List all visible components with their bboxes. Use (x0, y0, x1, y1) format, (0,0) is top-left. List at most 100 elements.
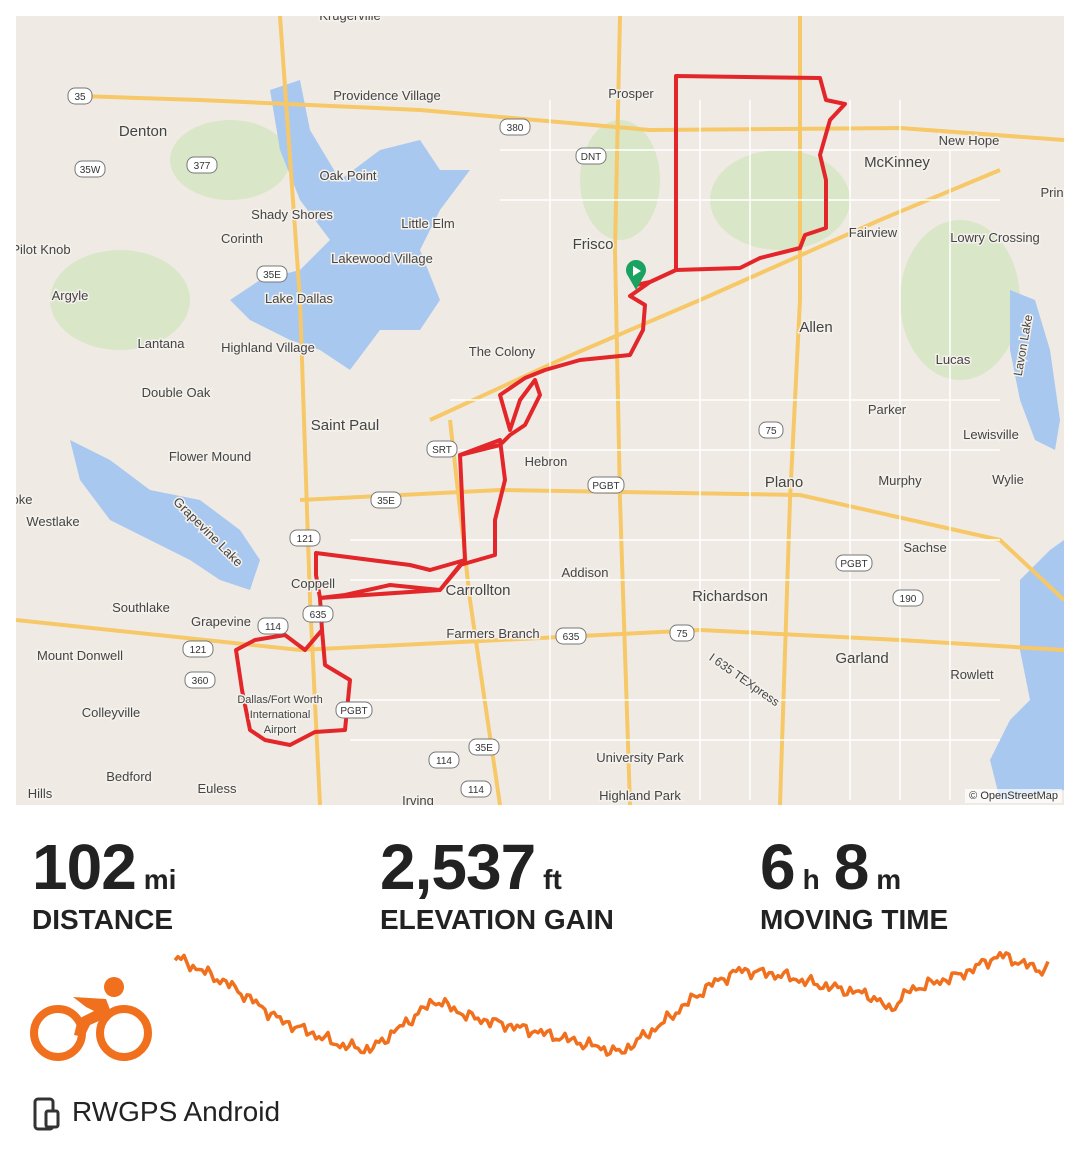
app-name: RWGPS Android (72, 1096, 281, 1127)
shield-label: PGBT (592, 481, 619, 492)
shield (74, 160, 106, 178)
stat-unit: m (876, 864, 902, 895)
map-label: Farmers Branch (446, 626, 539, 641)
shield-label: 121 (190, 645, 207, 656)
shield-label: 635 (563, 632, 580, 643)
shield-label: PGBT (840, 559, 867, 570)
map-label: Richardson (692, 588, 768, 605)
map-label: Westlake (26, 514, 79, 529)
streets (350, 100, 1000, 800)
shield (555, 627, 587, 645)
stat-number: 6 (760, 831, 796, 903)
map-label: Euless (197, 781, 237, 796)
shield (426, 440, 458, 458)
shield (67, 87, 93, 105)
stat-unit: mi (143, 864, 177, 895)
map-label: Carrollton (445, 582, 510, 599)
shield-label: 360 (192, 676, 209, 687)
stat-number: 2,537 (380, 831, 536, 903)
map-label: Lantana (138, 336, 186, 351)
shield-label: 75 (765, 426, 777, 437)
map-label: Bedford (106, 769, 152, 784)
map-label: Colleyville (82, 705, 141, 720)
stat: 102 mi DISTANCE (32, 830, 190, 936)
map-label: Lake Dallas (265, 291, 333, 306)
map-label: Dallas/Fort Worth (237, 694, 322, 706)
map-label: Sachse (903, 540, 946, 555)
shield (499, 118, 531, 136)
map-label: Pilot Knob (16, 242, 71, 257)
map-label: Plano (765, 474, 803, 491)
map-attribution: © OpenStreetMap (965, 789, 1062, 803)
map-label: Prin (1040, 185, 1063, 200)
shield-label: 35E (377, 496, 395, 507)
stat-value: 2,537 ft (380, 830, 614, 904)
shield (257, 617, 289, 635)
shield (184, 671, 216, 689)
stat-unit: h (802, 864, 820, 895)
route (234, 74, 847, 747)
shield (302, 605, 334, 623)
map[interactable]: Krugerville Providence Village Prosper Dent… (16, 16, 1064, 805)
shield (370, 491, 402, 509)
map-label: Prosper (608, 86, 654, 101)
shield (256, 265, 288, 283)
stat-number: 102 (32, 831, 137, 903)
shield-label: 114 (265, 622, 281, 633)
device-icon (33, 1097, 60, 1131)
map-label: Denton (119, 123, 167, 140)
shield (669, 624, 695, 642)
cycling-icon (30, 977, 152, 1061)
map-label: Parker (868, 402, 907, 417)
stat-unit: ft (543, 864, 562, 895)
shield-label: SRT (432, 445, 452, 456)
stat-number: 8 (833, 831, 870, 903)
shield-label: 380 (507, 123, 524, 134)
shield-label: DNT (581, 152, 602, 163)
map-label: International (250, 709, 311, 721)
map-label: Lewisville (963, 427, 1019, 442)
map-label: Rowlett (950, 667, 994, 682)
map-label: Addison (562, 565, 609, 580)
shield-label: 114 (468, 785, 484, 796)
map-label: Irving (402, 793, 434, 805)
shield (186, 156, 218, 174)
map-label: Double Oak (142, 385, 211, 400)
shield-label: 75 (676, 629, 688, 640)
stat-value: 102 mi (32, 830, 190, 904)
shield (587, 476, 625, 494)
elevation-profile (173, 950, 1050, 1057)
map-label: Frisco (573, 236, 614, 253)
map-label: Allen (799, 319, 832, 336)
shield-label: 35 (74, 92, 86, 103)
map-label: New Hope (939, 133, 1000, 148)
shield-label: 35E (263, 270, 281, 281)
stat: 2,537 ft ELEVATION GAIN (380, 830, 614, 936)
shield (335, 701, 373, 719)
map-label: Lucas (936, 352, 971, 367)
shield (892, 589, 924, 607)
map-label: Flower Mound (169, 449, 251, 464)
stat-label: ELEVATION GAIN (380, 904, 614, 935)
stat-label: DISTANCE (32, 904, 174, 935)
map-label: Airport (264, 724, 296, 736)
shield-label: PGBT (340, 706, 367, 717)
map-label: McKinney (864, 154, 930, 171)
map-label: Hills (28, 786, 53, 801)
shield-label: 114 (436, 756, 452, 767)
stat: 6 h 8 m MOVING TIME (760, 830, 948, 936)
shield-label: 35E (475, 743, 493, 754)
map-label: Mount Donwell (37, 648, 123, 663)
map-label: Grapevine (191, 614, 251, 629)
map-label: Highland Park (599, 788, 681, 803)
map-label: The Colony (469, 344, 536, 359)
map-label: Shady Shores (251, 207, 333, 222)
shield (182, 640, 214, 658)
shield-label: 35W (80, 165, 101, 176)
map-label: Little Elm (401, 216, 454, 231)
map-label: Coppell (291, 576, 335, 591)
shield (758, 421, 784, 439)
shield (468, 738, 500, 756)
map-label: Corinth (221, 231, 263, 246)
